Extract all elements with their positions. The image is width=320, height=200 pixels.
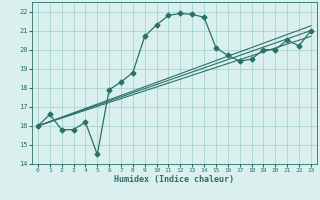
X-axis label: Humidex (Indice chaleur): Humidex (Indice chaleur)	[115, 175, 234, 184]
